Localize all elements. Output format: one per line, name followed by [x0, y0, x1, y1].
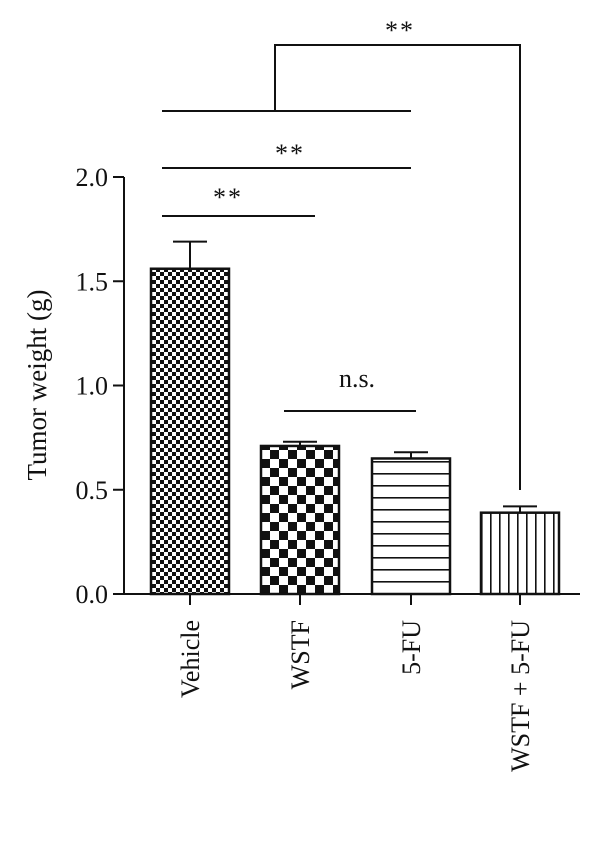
- bar-wstf: [259, 444, 341, 596]
- error-bars: [173, 240, 537, 513]
- bar-5-fu: [370, 457, 452, 596]
- y-tick-label: 1.0: [76, 372, 109, 401]
- significance-label: **: [385, 16, 415, 45]
- x-tick-label: 5-FU: [397, 620, 426, 675]
- x-tick-label: Vehicle: [176, 620, 205, 698]
- bar-vehicle: [149, 267, 231, 596]
- y-axis-label: Tumor weight (g): [22, 289, 52, 480]
- y-tick-label: 0.0: [76, 580, 109, 609]
- significance-label: **: [213, 183, 243, 212]
- y-tick-label: 1.5: [76, 267, 109, 296]
- bars: [149, 267, 561, 596]
- x-tick-label: WSTF: [286, 620, 315, 689]
- x-tick-label: WSTF + 5-FU: [506, 620, 535, 772]
- y-tick-label: 2.0: [76, 163, 109, 192]
- significance-label: **: [275, 139, 305, 168]
- significance-brackets: ** ** ** n.s.: [162, 16, 521, 490]
- significance-label: n.s.: [339, 364, 375, 393]
- y-tick-label: 0.5: [76, 476, 109, 505]
- x-tick-labels: Vehicle WSTF 5-FU WSTF + 5-FU: [176, 620, 535, 772]
- bar-wstf-5-fu: [479, 511, 561, 596]
